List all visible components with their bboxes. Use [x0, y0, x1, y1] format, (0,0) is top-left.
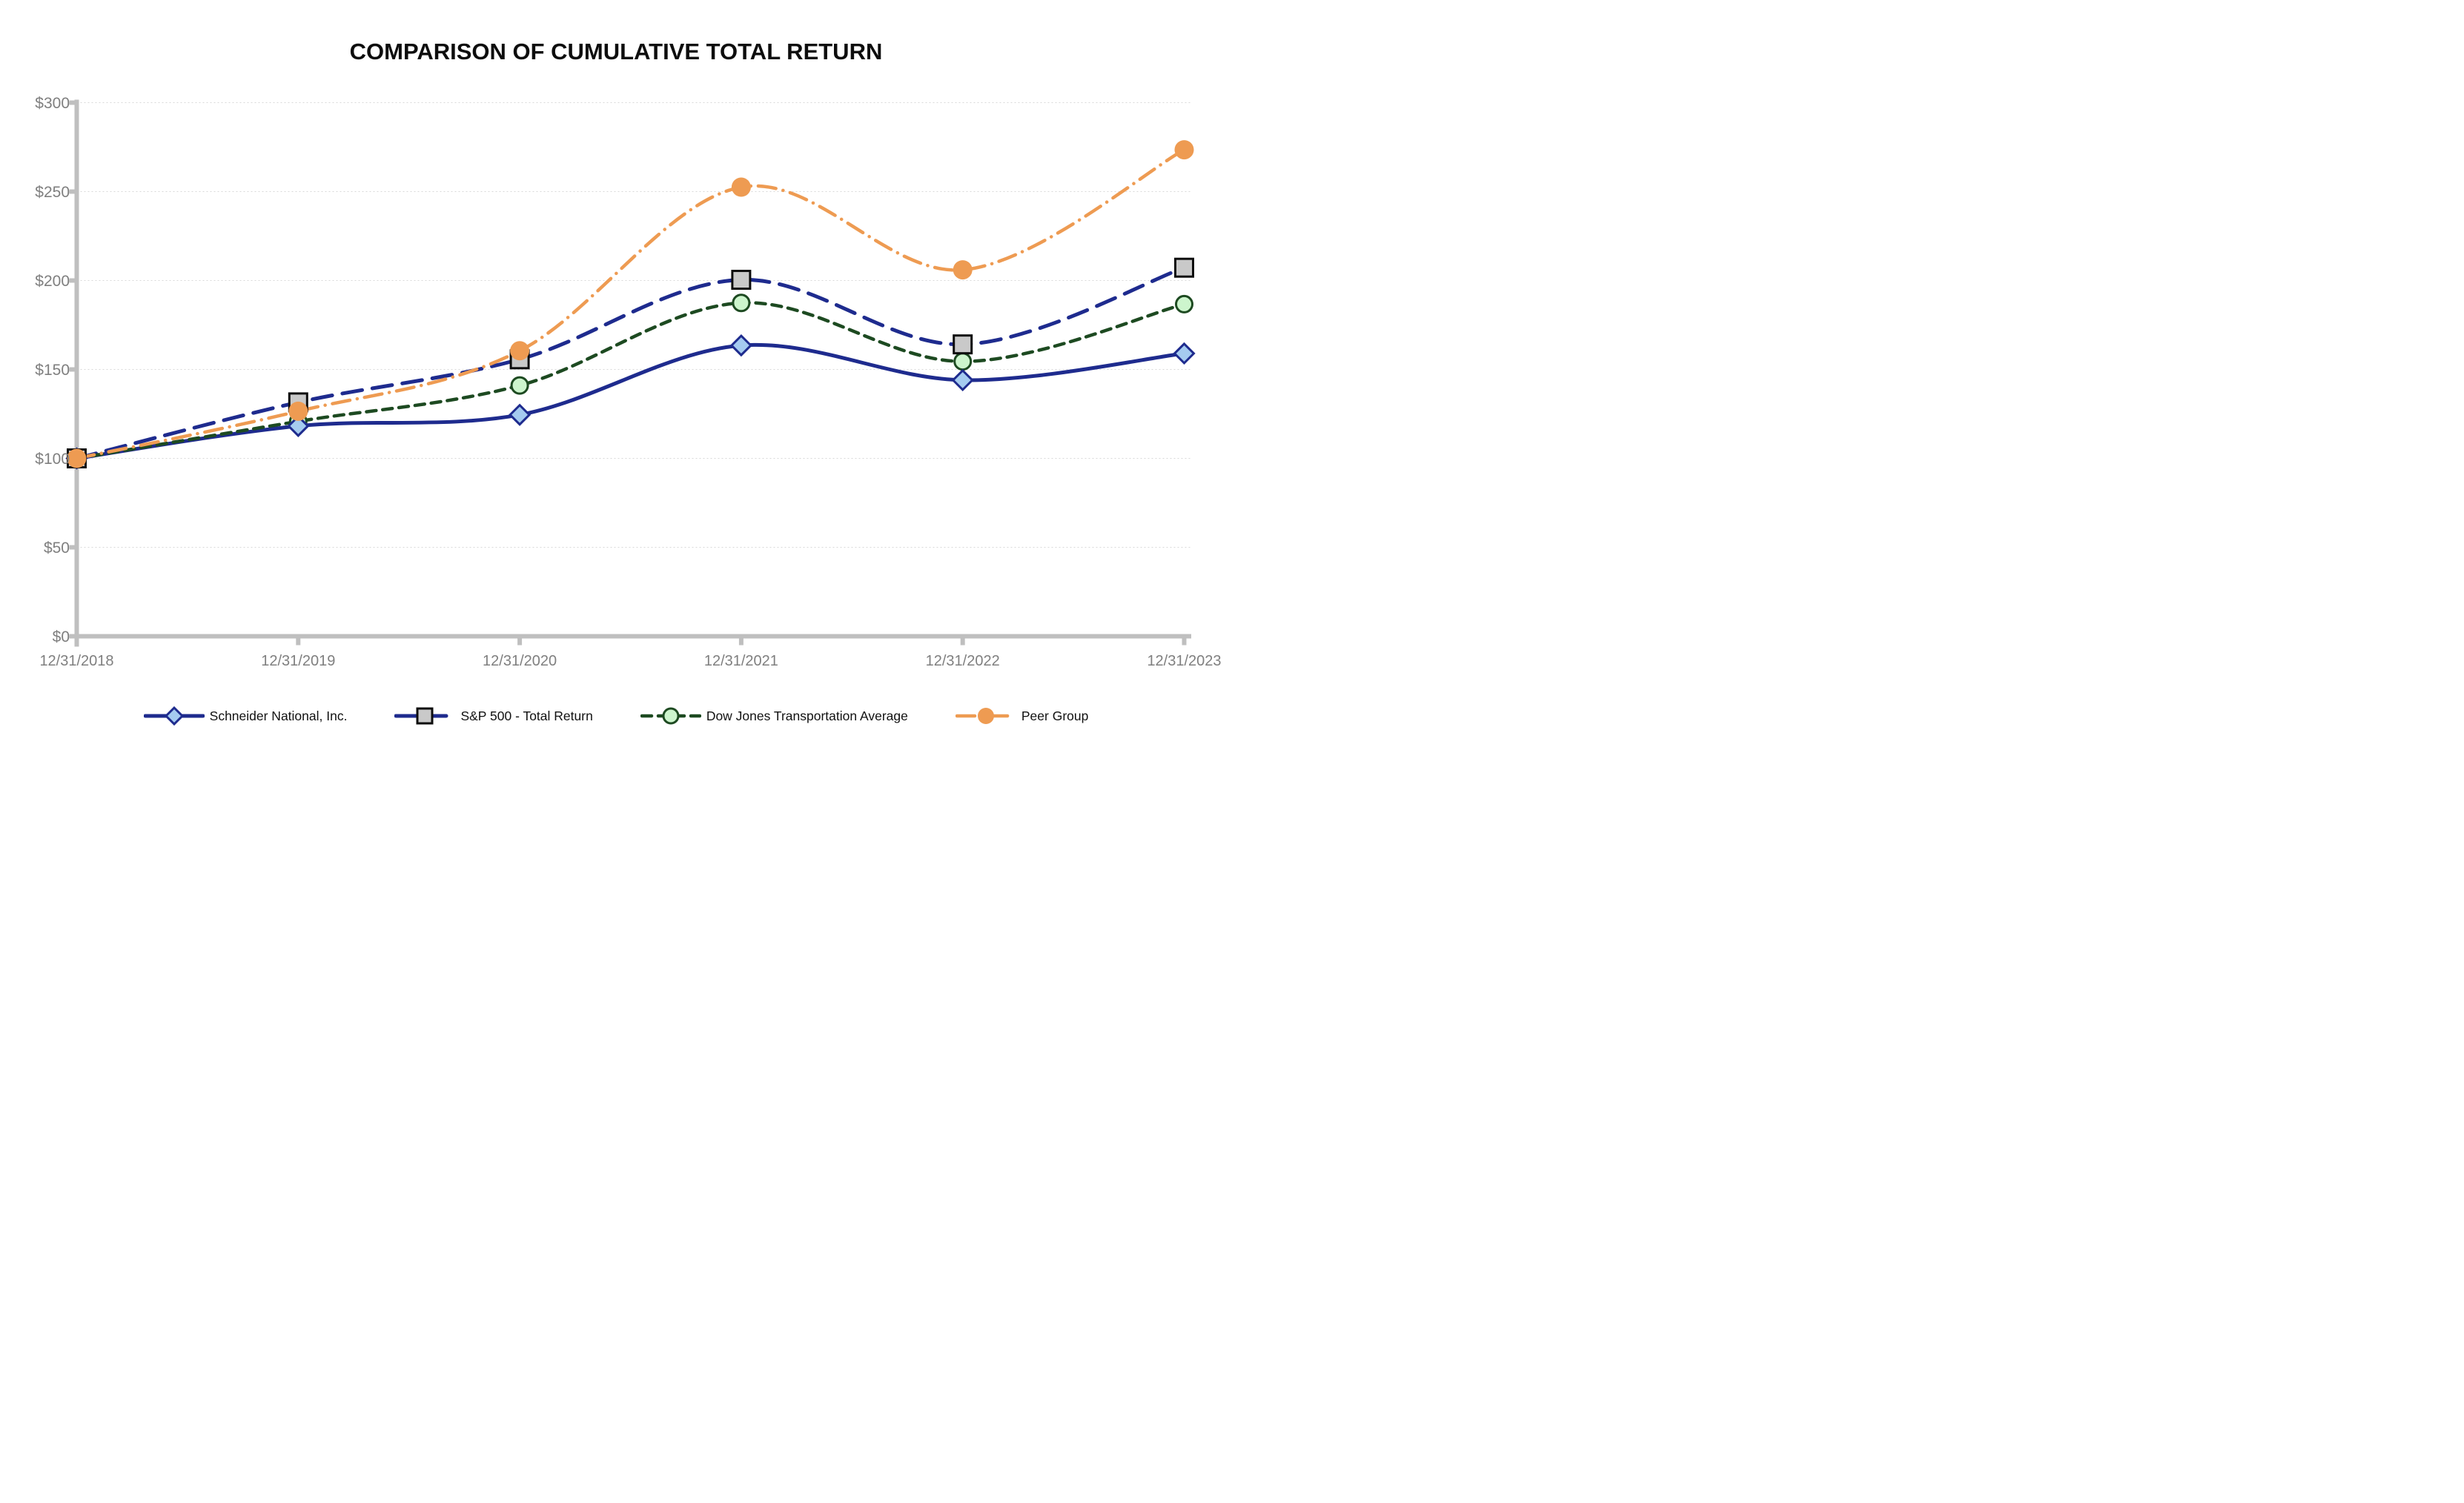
legend-item-sp500: S&P 500 - Total Return: [394, 706, 593, 726]
data-point-dow-jones-transportation-average: [732, 293, 751, 313]
data-point-s-p-500-total-return: [953, 334, 973, 355]
y-tick-label: $300: [35, 94, 70, 112]
series-line-s-p-500-total-return: [75, 265, 1186, 460]
data-point-peer-group: [510, 341, 530, 361]
peergroup-line-icon: [955, 706, 1016, 726]
data-point-s-p-500-total-return: [731, 270, 752, 291]
page-title: COMPARISON OF CUMULATIVE TOTAL RETURN: [349, 39, 883, 64]
line-chart: [65, 99, 1196, 647]
data-point-schneider-national-inc: [729, 334, 753, 357]
legend-label: S&P 500 - Total Return: [460, 708, 593, 723]
y-tick-label: $50: [43, 539, 70, 557]
x-tick-label: 12/31/2018: [39, 653, 114, 669]
series-line-schneider-national-inc: [75, 342, 1186, 460]
x-tick-label: 12/31/2022: [925, 653, 1000, 669]
x-tick-label: 12/31/2023: [1147, 653, 1222, 669]
legend-item-peergroup: Peer Group: [955, 706, 1089, 726]
x-tick-label: 12/31/2020: [483, 653, 557, 669]
data-point-peer-group: [288, 401, 308, 421]
data-point-schneider-national-inc: [508, 403, 531, 426]
y-tick-label: $250: [35, 183, 70, 201]
x-tick-label: 12/31/2021: [703, 653, 778, 669]
y-tick-label: $150: [35, 361, 70, 379]
y-tick-label: $100: [35, 450, 70, 468]
data-point-dow-jones-transportation-average: [1175, 294, 1193, 313]
data-point-peer-group: [1174, 140, 1194, 160]
data-point-schneider-national-inc: [1173, 342, 1196, 365]
data-point-schneider-national-inc: [287, 414, 310, 437]
series-line-peer-group: [75, 147, 1186, 460]
legend-label: Peer Group: [1021, 708, 1089, 723]
dowjones-line-icon: [640, 706, 701, 726]
sp500-line-icon: [394, 706, 456, 726]
chart-legend: Schneider National, Inc. S&P 500 - Total…: [0, 706, 1232, 726]
x-tick-label: 12/31/2019: [261, 653, 336, 669]
legend-item-schneider: Schneider National, Inc.: [143, 706, 348, 726]
data-point-dow-jones-transportation-average: [953, 352, 973, 371]
data-point-peer-group: [67, 448, 87, 468]
data-point-schneider-national-inc: [951, 368, 974, 392]
legend-item-dowjones: Dow Jones Transportation Average: [640, 706, 908, 726]
series-line-dow-jones-transportation-average: [75, 301, 1186, 460]
legend-label: Dow Jones Transportation Average: [706, 708, 908, 723]
data-point-peer-group: [953, 260, 973, 280]
y-tick-label: $200: [35, 272, 70, 290]
schneider-line-icon: [143, 706, 205, 726]
data-point-dow-jones-transportation-average: [510, 376, 529, 395]
data-point-peer-group: [731, 177, 751, 197]
data-point-s-p-500-total-return: [1174, 257, 1194, 278]
y-tick-label: $0: [52, 628, 70, 646]
legend-label: Schneider National, Inc.: [209, 708, 348, 723]
